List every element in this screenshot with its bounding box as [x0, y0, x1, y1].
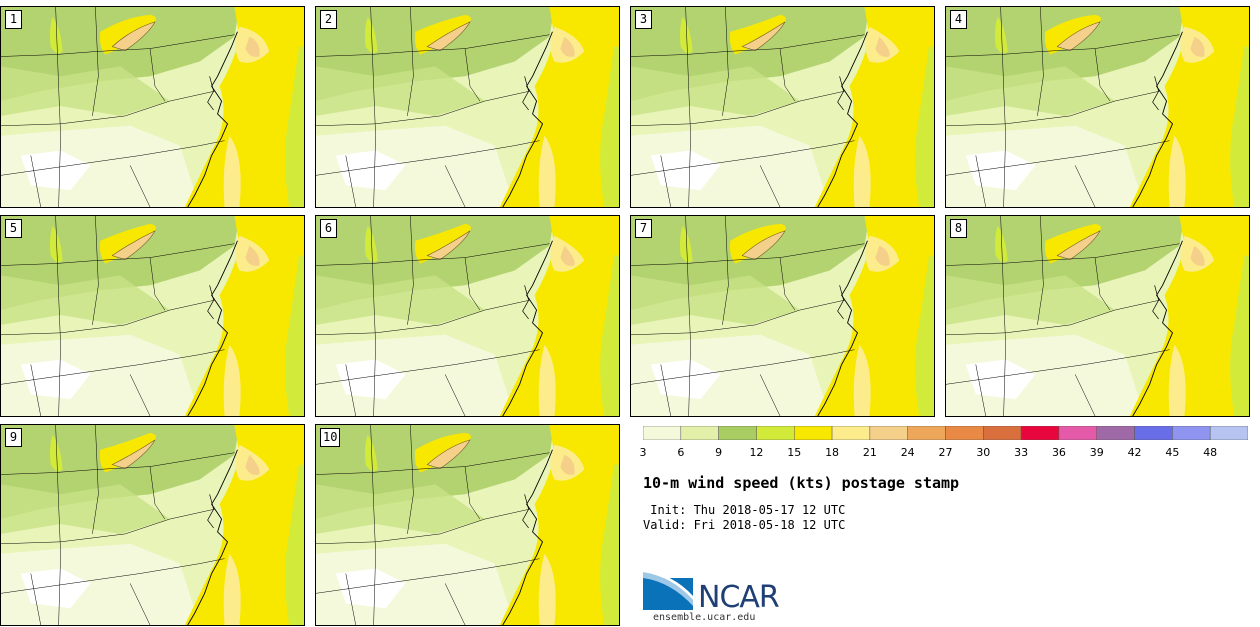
- panel-number: 3: [635, 10, 652, 29]
- wind-map: [631, 216, 934, 416]
- colorbar-swatch: [718, 426, 757, 440]
- map-panel: 8: [945, 215, 1250, 417]
- colorbar-swatch: [1096, 426, 1135, 440]
- colorbar-swatch: [1134, 426, 1173, 440]
- colorbar-tick-label: 18: [825, 446, 840, 459]
- map-panel: 1: [0, 6, 305, 208]
- colorbar-tick-label: 27: [938, 446, 953, 459]
- map-panel: 7: [630, 215, 935, 417]
- colorbar: [643, 426, 1248, 440]
- map-panel: 5: [0, 215, 305, 417]
- colorbar-tick-label: 12: [749, 446, 764, 459]
- wind-map: [631, 7, 934, 207]
- chart-title: 10-m wind speed (kts) postage stamp: [643, 474, 960, 492]
- map-panel: 4: [945, 6, 1250, 208]
- colorbar-swatch: [831, 426, 871, 440]
- colorbar-swatch: [1209, 426, 1248, 440]
- panel-number: 10: [320, 428, 341, 447]
- map-panel: 2: [315, 6, 620, 208]
- colorbar-tick-label: 48: [1203, 446, 1218, 459]
- panel-number: 6: [320, 219, 337, 238]
- colorbar-tick-label: 15: [787, 446, 802, 459]
- map-panel: 10: [315, 424, 620, 626]
- init-time: Init: Thu 2018-05-17 12 UTC: [643, 503, 846, 517]
- colorbar-swatch: [794, 426, 833, 440]
- colorbar-tick-label: 21: [862, 446, 877, 459]
- panel-number: 9: [5, 428, 22, 447]
- wind-map: [946, 7, 1249, 207]
- wind-map: [1, 216, 304, 416]
- logo-url: ensemble.ucar.edu: [653, 612, 756, 623]
- colorbar-tick-label: 30: [976, 446, 991, 459]
- colorbar-swatch: [983, 426, 1022, 440]
- colorbar-tick-label: 42: [1127, 446, 1142, 459]
- panel-number: 4: [950, 10, 967, 29]
- colorbar-tick-label: 45: [1165, 446, 1180, 459]
- logo-wordmark: NCAR: [698, 580, 780, 615]
- colorbar-tick-label: 6: [677, 446, 685, 459]
- panel-number: 1: [5, 10, 22, 29]
- colorbar-tick-label: 36: [1051, 446, 1066, 459]
- wind-map: [1, 425, 304, 625]
- panel-number: 8: [950, 219, 967, 238]
- colorbar-swatch: [1058, 426, 1097, 440]
- wind-map: [1, 7, 304, 207]
- colorbar-swatch: [643, 426, 682, 440]
- colorbar-swatch: [1020, 426, 1060, 440]
- map-panel: 3: [630, 6, 935, 208]
- valid-time: Valid: Fri 2018-05-18 12 UTC: [643, 518, 846, 532]
- map-panel: 9: [0, 424, 305, 626]
- panel-number: 7: [635, 219, 652, 238]
- wind-map: [946, 216, 1249, 416]
- colorbar-tick-label: 9: [715, 446, 723, 459]
- panel-number: 2: [320, 10, 337, 29]
- colorbar-swatch: [1172, 426, 1211, 440]
- colorbar-swatch: [756, 426, 795, 440]
- colorbar-tick-label: 24: [900, 446, 915, 459]
- colorbar-swatch: [945, 426, 984, 440]
- wind-map: [316, 425, 619, 625]
- colorbar-swatch: [869, 426, 908, 440]
- wind-map: [316, 7, 619, 207]
- colorbar-tick-label: 3: [639, 446, 647, 459]
- ncar-logo-icon: [643, 570, 693, 610]
- colorbar-tick-label: 39: [1089, 446, 1104, 459]
- map-panel: 6: [315, 215, 620, 417]
- wind-map: [316, 216, 619, 416]
- panel-number: 5: [5, 219, 22, 238]
- colorbar-swatch: [680, 426, 719, 440]
- colorbar-tick-label: 33: [1014, 446, 1029, 459]
- colorbar-swatch: [907, 426, 946, 440]
